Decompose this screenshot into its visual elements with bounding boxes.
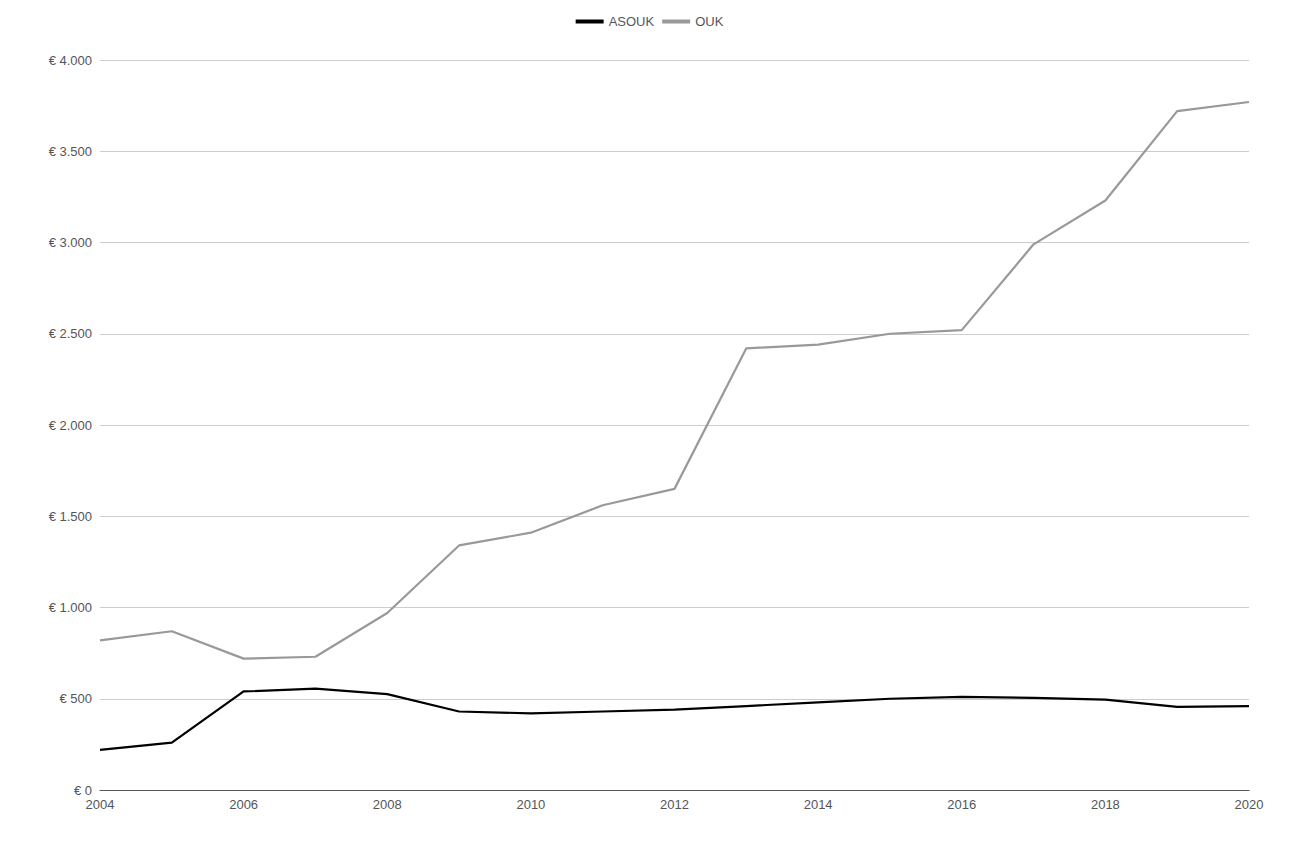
svg-text:€ 0: € 0 <box>74 783 92 798</box>
svg-text:ASOUK: ASOUK <box>609 14 655 29</box>
svg-text:2018: 2018 <box>1091 797 1120 812</box>
svg-text:€ 500: € 500 <box>59 691 92 706</box>
svg-text:2012: 2012 <box>660 797 689 812</box>
svg-text:OUK: OUK <box>695 14 724 29</box>
svg-text:€ 3.500: € 3.500 <box>49 144 92 159</box>
svg-text:2006: 2006 <box>229 797 258 812</box>
svg-text:2014: 2014 <box>804 797 833 812</box>
svg-text:€ 2.000: € 2.000 <box>49 418 92 433</box>
svg-text:€ 2.500: € 2.500 <box>49 326 92 341</box>
svg-text:2010: 2010 <box>516 797 545 812</box>
svg-text:€ 1.500: € 1.500 <box>49 509 92 524</box>
svg-text:€ 3.000: € 3.000 <box>49 235 92 250</box>
svg-text:2008: 2008 <box>373 797 402 812</box>
svg-text:€ 4.000: € 4.000 <box>49 53 92 68</box>
svg-text:2016: 2016 <box>947 797 976 812</box>
svg-text:2004: 2004 <box>86 797 115 812</box>
svg-text:€ 1.000: € 1.000 <box>49 600 92 615</box>
svg-text:2020: 2020 <box>1235 797 1264 812</box>
